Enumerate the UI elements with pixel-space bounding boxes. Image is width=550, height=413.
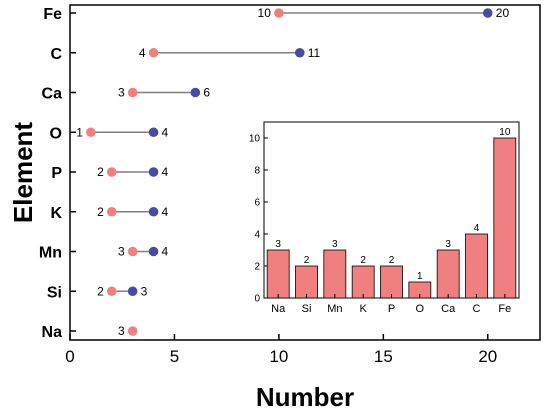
start-value-label: 3 xyxy=(118,86,125,100)
inset-y-tick-label: 4 xyxy=(254,230,260,241)
start-value-label: 3 xyxy=(118,245,125,259)
start-point xyxy=(274,8,284,18)
start-point xyxy=(127,246,138,257)
inset-bar-value-label: 3 xyxy=(445,239,451,250)
start-point xyxy=(127,87,138,98)
end-point xyxy=(190,87,201,98)
inset-bars: 3 2 3 2 2 1 3 4 10 xyxy=(266,127,517,299)
inset-x-tick-label: P xyxy=(388,303,395,315)
inset-bar-value-label: 2 xyxy=(360,255,366,266)
inset-y-tick-label: 8 xyxy=(254,166,260,177)
end-value-label: 4 xyxy=(162,125,169,139)
inset-x-tick-label: C xyxy=(473,303,481,315)
y-tick-label: K xyxy=(50,205,62,222)
end-point xyxy=(294,47,305,58)
y-tick-label: Si xyxy=(47,284,62,301)
inset-bar xyxy=(380,265,403,299)
start-point xyxy=(106,206,117,217)
start-value-label: 10 xyxy=(258,6,272,20)
end-point xyxy=(482,8,493,18)
inset-y-tick-label: 10 xyxy=(249,134,261,145)
inset-x-tick-label: Mn xyxy=(327,303,342,315)
x-tick-label: 15 xyxy=(374,347,393,366)
inset-bar-value-label: 4 xyxy=(474,223,480,234)
inset-y-tick-label: 0 xyxy=(254,294,260,305)
y-tick-label: Fe xyxy=(43,6,62,23)
end-point xyxy=(127,286,138,297)
end-point xyxy=(148,127,159,138)
start-value-label: 4 xyxy=(139,46,146,60)
inset-bar-value-label: 1 xyxy=(417,271,423,282)
inset-x-tick-label: Na xyxy=(271,303,286,315)
inset-x-tick-label: O xyxy=(416,303,425,315)
y-tick-label: Ca xyxy=(42,86,63,103)
start-value-label: 3 xyxy=(118,324,125,338)
inset-bar xyxy=(493,137,517,299)
inset-bar-value-label: 3 xyxy=(332,239,338,250)
y-tick-label: Na xyxy=(42,324,63,341)
y-tick-label: O xyxy=(50,125,62,142)
x-tick-label: 10 xyxy=(269,347,288,366)
x-tick-label: 20 xyxy=(478,347,497,366)
inset-x-tick-label: Ca xyxy=(441,303,456,315)
end-point xyxy=(148,167,159,177)
inset-bar-value-label: 2 xyxy=(304,255,310,266)
end-value-label: 6 xyxy=(203,86,210,100)
end-point xyxy=(148,246,159,257)
start-value-label: 2 xyxy=(97,284,104,298)
inset-x-labels: Na Si Mn K P O Ca C Fe xyxy=(271,294,511,315)
inset-bar-value-label: 10 xyxy=(499,127,511,138)
y-tick-label: Mn xyxy=(39,245,62,262)
start-point xyxy=(86,127,96,138)
main-x-ticks: 0 5 10 15 20 xyxy=(65,334,497,366)
inset-bar-value-label: 2 xyxy=(389,255,395,266)
inset-plot: 0 2 4 6 8 10 3 2 3 2 2 1 3 4 10 Na Si Mn K P O Ca C Fe xyxy=(249,121,520,315)
end-value-label: 4 xyxy=(162,245,169,259)
inset-bar xyxy=(351,265,375,299)
inset-bar-value-label: 3 xyxy=(275,239,281,250)
start-value-label: 2 xyxy=(97,205,104,219)
main-y-labels: Fe C Ca O P K Mn Si Na xyxy=(39,6,76,341)
start-value-label: 1 xyxy=(76,125,83,139)
start-point xyxy=(106,286,117,297)
x-tick-label: 0 xyxy=(65,347,74,366)
y-axis-title: Element xyxy=(8,122,38,223)
inset-x-tick-label: Fe xyxy=(498,303,511,315)
y-tick-label: P xyxy=(51,165,62,182)
end-value-label: 11 xyxy=(308,46,321,60)
inset-bar xyxy=(323,249,347,299)
end-value-label: 4 xyxy=(162,205,169,219)
end-value-label: 20 xyxy=(496,6,510,20)
end-value-label: 3 xyxy=(141,284,148,298)
start-point xyxy=(106,167,117,177)
x-axis-title: Number xyxy=(256,382,354,412)
start-point xyxy=(127,326,138,336)
inset-bar xyxy=(266,249,290,299)
end-point xyxy=(148,206,159,217)
main-marks: 10 204 113 61 42 42 43 42 33 xyxy=(76,6,509,338)
inset-bar xyxy=(436,249,460,299)
inset-y-tick-label: 6 xyxy=(254,198,260,209)
inset-x-tick-label: Si xyxy=(302,303,312,315)
inset-bar xyxy=(465,233,488,299)
inset-y-tick-label: 2 xyxy=(254,262,260,273)
start-point xyxy=(148,47,159,58)
y-tick-label: C xyxy=(50,46,62,63)
end-value-label: 4 xyxy=(162,165,169,179)
start-value-label: 2 xyxy=(97,165,104,179)
inset-x-tick-label: K xyxy=(359,303,367,315)
inset-bar xyxy=(295,265,318,299)
x-tick-label: 5 xyxy=(170,347,179,366)
